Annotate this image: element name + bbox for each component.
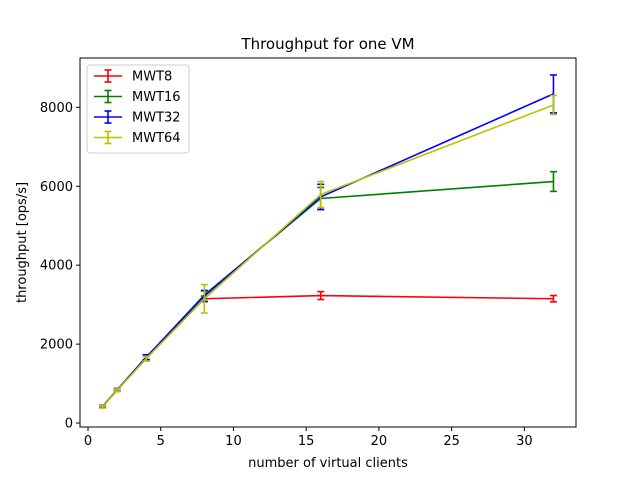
y-axis-label: throughput [ops/s]: [15, 182, 30, 303]
x-axis-label: number of virtual clients: [248, 456, 408, 471]
x-tick-label: 0: [84, 434, 92, 449]
y-tick-label: 6000: [40, 180, 73, 195]
x-tick-label: 20: [371, 434, 388, 449]
y-tick-label: 8000: [40, 101, 73, 116]
series-mwt16: [99, 170, 557, 409]
chart-title: Throughput for one VM: [240, 35, 414, 53]
x-tick-label: 10: [225, 434, 242, 449]
legend-box: [86, 64, 190, 154]
legend-label: MWT16: [132, 90, 181, 105]
legend-label: MWT8: [132, 70, 172, 85]
legend-entry: MWT16: [94, 89, 181, 105]
legend-entry: MWT32: [94, 110, 181, 126]
plot-area: [99, 74, 557, 409]
y-tick-label: 0: [65, 417, 73, 432]
y-axis-ticks: 0 2000 4000 6000 8000: [40, 101, 80, 432]
x-axis-ticks: 0 5 10 15 20 25 30: [84, 427, 533, 449]
x-tick-label: 30: [516, 434, 533, 449]
x-tick-label: 25: [443, 434, 460, 449]
y-tick-label: 2000: [40, 338, 73, 353]
series-mwt64: [99, 94, 557, 409]
series-line: [101, 104, 554, 408]
legend-label: MWT64: [132, 131, 181, 146]
x-tick-label: 15: [298, 434, 315, 449]
series-line: [101, 180, 554, 408]
series-line: [101, 294, 554, 408]
x-tick-label: 5: [157, 434, 165, 449]
legend-label: MWT32: [132, 111, 181, 126]
series-mwt8: [99, 290, 557, 409]
legend-entry: MWT8: [94, 69, 172, 85]
y-tick-label: 4000: [40, 259, 73, 274]
plot-frame: [79, 57, 577, 428]
legend: MWT8 MWT16 MWT32 MWT64: [86, 64, 190, 154]
legend-entry: MWT64: [94, 130, 181, 146]
